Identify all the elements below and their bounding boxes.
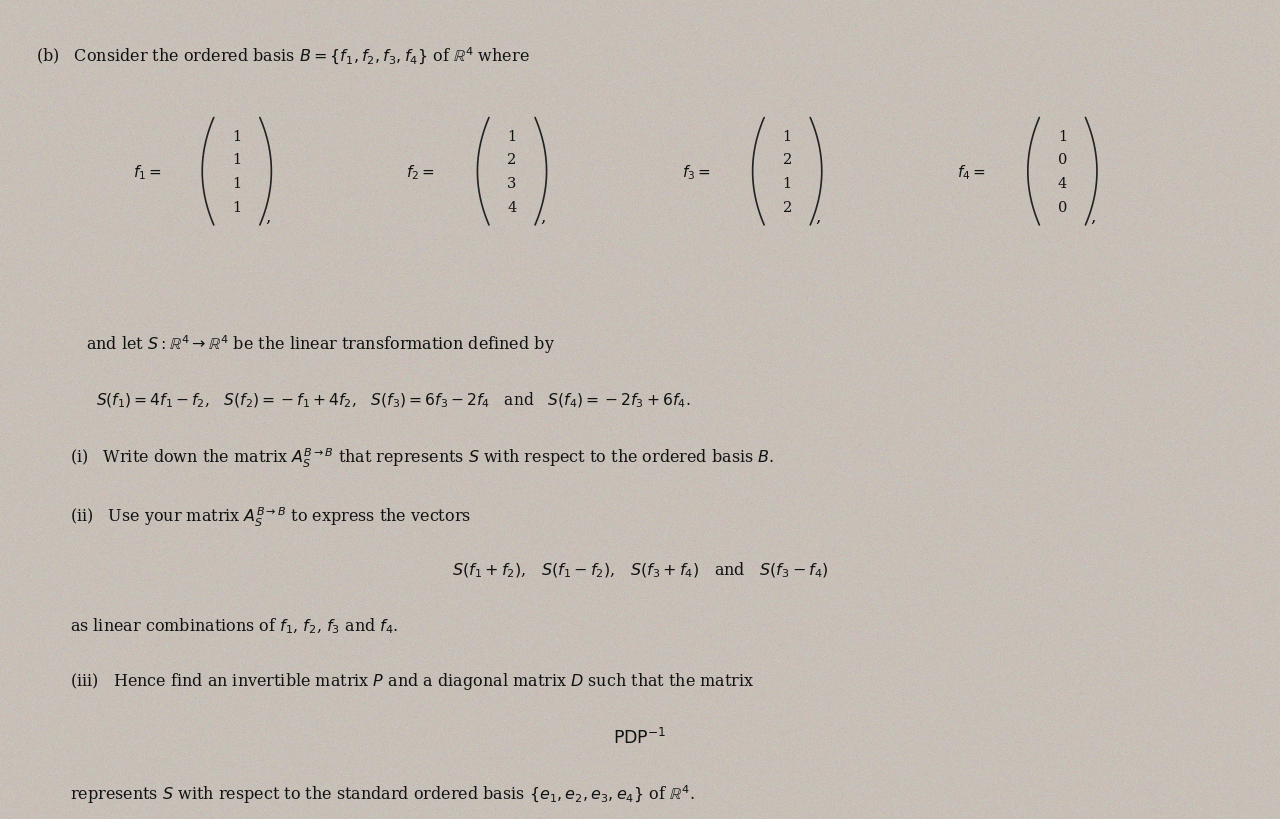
Text: 4: 4 <box>1057 177 1068 191</box>
Text: $\mathrm{PDP}^{-1}$: $\mathrm{PDP}^{-1}$ <box>613 727 667 748</box>
Text: $f_2 =$: $f_2 =$ <box>407 163 435 181</box>
Text: (ii)   Use your matrix $A_S^{B \to B}$ to express the vectors: (ii) Use your matrix $A_S^{B \to B}$ to … <box>70 505 471 528</box>
Text: and let $S : \mathbb{R}^4 \to \mathbb{R}^4$ be the linear transformation defined: and let $S : \mathbb{R}^4 \to \mathbb{R}… <box>86 333 554 355</box>
Text: $f_3 =$: $f_3 =$ <box>682 163 710 181</box>
Text: 2: 2 <box>782 201 792 215</box>
Text: $S(f_1) = 4f_1 - f_2$,   $S(f_2) = -f_1 + 4f_2$,   $S(f_3) = 6f_3 - 2f_4$   and : $S(f_1) = 4f_1 - f_2$, $S(f_2) = -f_1 + … <box>96 390 690 410</box>
Text: 1: 1 <box>507 129 517 143</box>
Text: (iii)   Hence find an invertible matrix $P$ and a diagonal matrix $D$ such that : (iii) Hence find an invertible matrix $P… <box>70 670 755 691</box>
Text: ,: , <box>265 209 270 225</box>
Text: 1: 1 <box>232 177 242 191</box>
Text: ,: , <box>1091 209 1096 225</box>
Text: ,: , <box>815 209 820 225</box>
Text: as linear combinations of $f_1$, $f_2$, $f_3$ and $f_4$.: as linear combinations of $f_1$, $f_2$, … <box>70 616 399 636</box>
Text: represents $S$ with respect to the standard ordered basis $\{e_1, e_2, e_3, e_4\: represents $S$ with respect to the stand… <box>70 782 695 805</box>
Text: 2: 2 <box>507 153 517 167</box>
Text: 1: 1 <box>1057 129 1068 143</box>
Text: 4: 4 <box>507 201 517 215</box>
Text: ,: , <box>540 209 545 225</box>
Text: 1: 1 <box>232 129 242 143</box>
Text: 3: 3 <box>507 177 517 191</box>
Text: 1: 1 <box>232 153 242 167</box>
Text: (i)   Write down the matrix $A_S^{B \to B}$ that represents $S$ with respect to : (i) Write down the matrix $A_S^{B \to B}… <box>70 446 774 469</box>
Text: (b)   Consider the ordered basis $B = \{f_1, f_2, f_3, f_4\}$ of $\mathbb{R}^4$ : (b) Consider the ordered basis $B = \{f_… <box>36 46 530 67</box>
Text: 1: 1 <box>782 129 792 143</box>
Text: 1: 1 <box>782 177 792 191</box>
Text: $f_1 =$: $f_1 =$ <box>133 163 161 181</box>
Text: $f_4 =$: $f_4 =$ <box>957 163 986 181</box>
Text: $S(f_1 + f_2)$,   $S(f_1 - f_2)$,   $S(f_3 + f_4)$   and   $S(f_3 - f_4)$: $S(f_1 + f_2)$, $S(f_1 - f_2)$, $S(f_3 +… <box>452 560 828 580</box>
Text: 2: 2 <box>782 153 792 167</box>
Text: 0: 0 <box>1057 201 1068 215</box>
Text: 1: 1 <box>232 201 242 215</box>
Text: 0: 0 <box>1057 153 1068 167</box>
